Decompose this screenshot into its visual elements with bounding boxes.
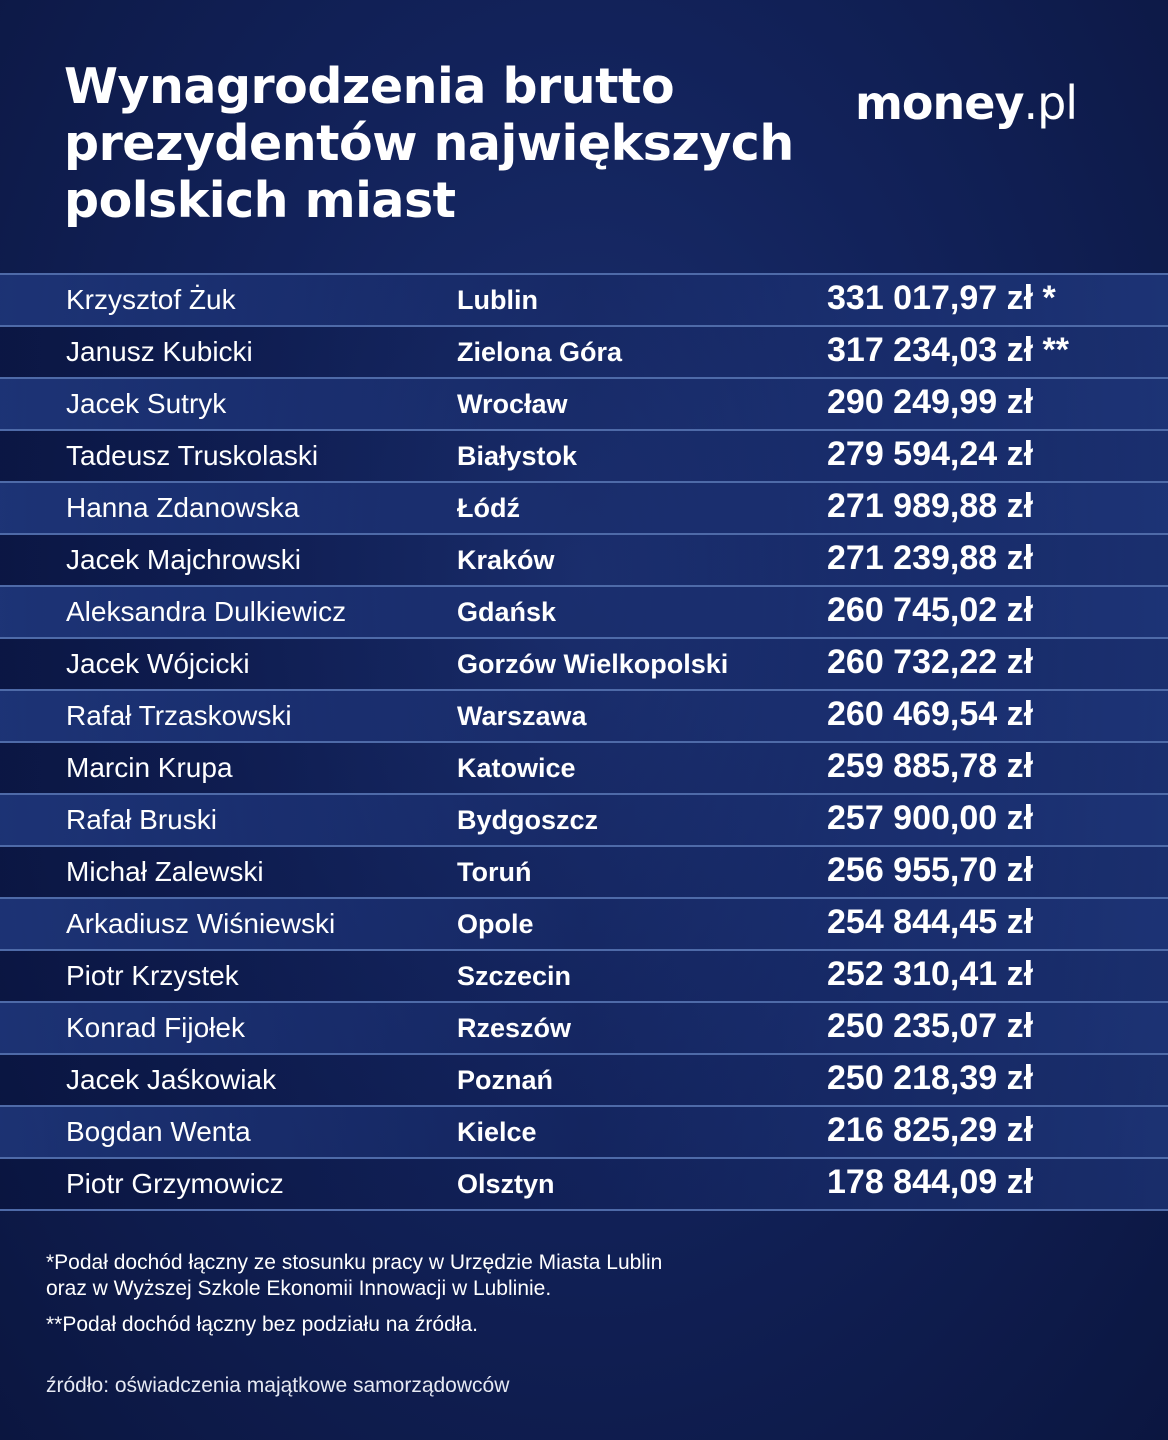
mayor-name: Arkadiusz Wiśniewski: [66, 908, 336, 939]
table-row: Janusz Kubicki Zielona Góra 317 234,03 zł …: [0, 325, 1168, 377]
city-name: Białystok: [457, 441, 578, 471]
table-row: Rafał Bruski Bydgoszcz 257 900,00 zł: [0, 793, 1168, 845]
salary-amount: 250 218,39 zł: [827, 1059, 1034, 1097]
mayor-name: Janusz Kubicki: [66, 336, 253, 367]
city-name: Zielona Góra: [457, 337, 623, 367]
salary-amount: 256 955,70 zł: [827, 851, 1034, 889]
footnote-1: *Podał dochód łączny ze stosunku pracy w…: [46, 1250, 662, 1302]
city-name: Gorzów Wielkopolski: [457, 649, 729, 679]
city-name: Kielce: [457, 1117, 537, 1147]
footnote-2: **Podał dochód łączny bez podziału na źr…: [46, 1313, 478, 1336]
salary-amount: 216 825,29 zł: [827, 1111, 1034, 1149]
table-row: Piotr Grzymowicz Olsztyn 178 844,09 zł: [0, 1157, 1168, 1211]
mayor-name: Jacek Jaśkowiak: [66, 1064, 277, 1095]
mayor-name: Jacek Majchrowski: [66, 544, 301, 575]
salary-amount: 250 235,07 zł: [827, 1007, 1034, 1045]
title-line-3: polskich miast: [64, 172, 456, 229]
mayor-name: Konrad Fijołek: [66, 1012, 245, 1043]
table-row: Krzysztof Żuk Lublin 331 017,97 zł *: [0, 273, 1168, 325]
mayor-name: Piotr Krzystek: [66, 960, 239, 991]
mayor-name: Bogdan Wenta: [66, 1116, 251, 1147]
mayor-name: Rafał Trzaskowski: [66, 700, 292, 731]
table-row: Rafał Trzaskowski Warszawa 260 469,54 zł: [0, 689, 1168, 741]
city-name: Rzeszów: [457, 1013, 572, 1043]
table-row: Arkadiusz Wiśniewski Opole 254 844,45 zł: [0, 897, 1168, 949]
city-name: Szczecin: [457, 961, 572, 991]
mayor-name: Marcin Krupa: [66, 752, 233, 783]
table-row: Jacek Majchrowski Kraków 271 239,88 zł: [0, 533, 1168, 585]
city-name: Łódź: [457, 493, 520, 523]
city-name: Kraków: [457, 545, 555, 575]
table-row: Konrad Fijołek Rzeszów 250 235,07 zł: [0, 1001, 1168, 1053]
mayor-name: Aleksandra Dulkiewicz: [66, 596, 347, 627]
salary-amount: 260 745,02 zł: [827, 591, 1034, 629]
footnote-1-line-1: *Podał dochód łączny ze stosunku pracy w…: [46, 1251, 663, 1274]
logo-bold-text: money: [855, 76, 1024, 130]
salary-amount: 257 900,00 zł: [827, 799, 1034, 837]
mayor-name: Tadeusz Truskolaski: [66, 440, 319, 471]
title-line-2: prezydentów największych: [64, 115, 794, 172]
table-row: Aleksandra Dulkiewicz Gdańsk 260 745,02 zł: [0, 585, 1168, 637]
mayor-name: Piotr Grzymowicz: [66, 1168, 284, 1199]
mayor-name: Krzysztof Żuk: [66, 284, 236, 315]
table-row: Michał Zalewski Toruń 256 955,70 zł: [0, 845, 1168, 897]
table-row: Jacek Wójcicki Gorzów Wielkopolski 260 732…: [0, 637, 1168, 689]
salary-amount: 271 239,88 zł: [827, 539, 1034, 577]
salary-amount: 178 844,09 zł: [827, 1163, 1034, 1201]
salary-amount: 290 249,99 zł: [827, 383, 1034, 421]
table-row: Piotr Krzystek Szczecin 252 310,41 zł: [0, 949, 1168, 1001]
salary-amount: 254 844,45 zł: [827, 903, 1034, 941]
source-note: źródło: oświadczenia majątkowe samorządo…: [46, 1374, 510, 1397]
salary-amount: 317 234,03 zł **: [827, 331, 1069, 369]
city-name: Poznań: [457, 1065, 554, 1095]
city-name: Toruń: [457, 857, 532, 887]
city-name: Bydgoszcz: [457, 805, 599, 835]
city-name: Lublin: [457, 285, 538, 315]
salary-amount: 260 732,22 zł: [827, 643, 1034, 681]
money-pl-logo: money.pl: [855, 76, 1078, 130]
salary-amount: 331 017,97 zł *: [827, 279, 1056, 317]
mayor-name: Jacek Wójcicki: [66, 648, 250, 679]
city-name: Opole: [457, 909, 534, 939]
title-line-1: Wynagrodzenia brutto: [64, 58, 675, 115]
city-name: Wrocław: [457, 389, 568, 419]
mayor-name: Michał Zalewski: [66, 856, 264, 887]
city-name: Olsztyn: [457, 1169, 555, 1199]
mayor-name: Rafał Bruski: [66, 804, 217, 835]
salary-table: Krzysztof Żuk Lublin 331 017,97 zł * Janusz…: [0, 273, 1168, 1211]
table-row: Jacek Jaśkowiak Poznań 250 218,39 zł: [0, 1053, 1168, 1105]
mayor-name: Jacek Sutryk: [66, 388, 227, 419]
salary-amount: 259 885,78 zł: [827, 747, 1034, 785]
table-row: Hanna Zdanowska Łódź 271 989,88 zł: [0, 481, 1168, 533]
salary-amount: 271 989,88 zł: [827, 487, 1034, 525]
city-name: Gdańsk: [457, 597, 557, 627]
mayor-name: Hanna Zdanowska: [66, 492, 300, 523]
city-name: Warszawa: [457, 701, 587, 731]
table-row: Bogdan Wenta Kielce 216 825,29 zł: [0, 1105, 1168, 1157]
page-title: Wynagrodzenia brutto prezydentów najwięk…: [64, 58, 824, 229]
table-row: Marcin Krupa Katowice 259 885,78 zł: [0, 741, 1168, 793]
city-name: Katowice: [457, 753, 576, 783]
footnote-1-line-2: oraz w Wyższej Szkole Ekonomii Innowacji…: [46, 1277, 552, 1300]
salary-amount: 279 594,24 zł: [827, 435, 1034, 473]
logo-light-text: .pl: [1023, 76, 1078, 130]
table-row: Jacek Sutryk Wrocław 290 249,99 zł: [0, 377, 1168, 429]
salary-amount: 260 469,54 zł: [827, 695, 1034, 733]
salary-amount: 252 310,41 zł: [827, 955, 1034, 993]
table-row: Tadeusz Truskolaski Białystok 279 594,24 z…: [0, 429, 1168, 481]
